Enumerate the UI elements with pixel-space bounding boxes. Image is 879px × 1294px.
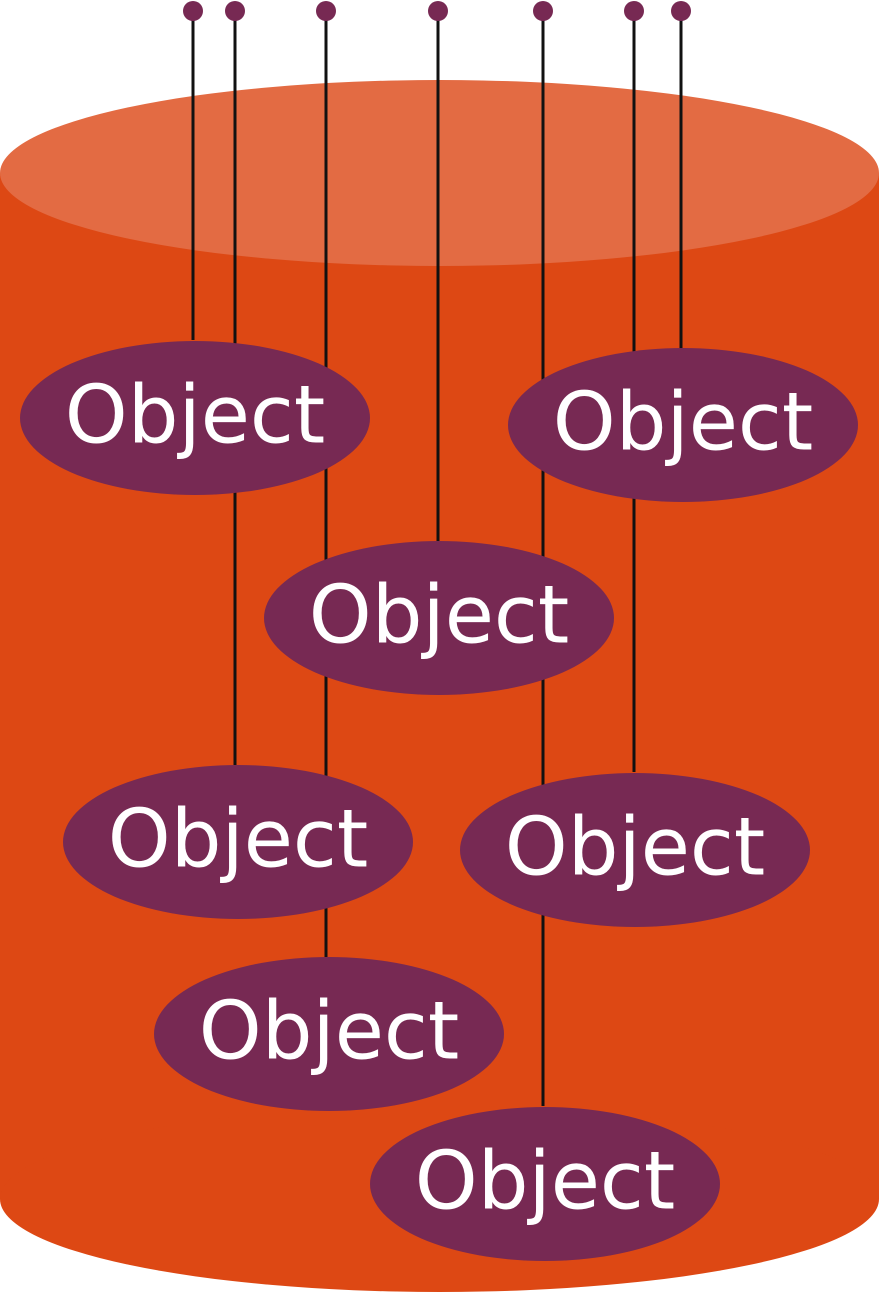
object-node-7-shape — [370, 1107, 720, 1261]
pins — [183, 1, 691, 21]
object-node-6: Object — [154, 957, 504, 1111]
pin-5 — [533, 1, 553, 21]
pin-2 — [225, 1, 245, 21]
object-node-2-label: Object — [553, 376, 814, 469]
object-node-1: Object — [20, 341, 370, 495]
object-node-4-label: Object — [108, 793, 369, 886]
object-node-4-shape — [63, 765, 413, 919]
pin-4 — [428, 1, 448, 21]
pin-3 — [316, 1, 336, 21]
object-node-6-label: Object — [199, 985, 460, 1078]
object-node-4: Object — [63, 765, 413, 919]
object-node-7: Object — [370, 1107, 720, 1261]
object-node-1-label: Object — [65, 369, 326, 462]
object-node-6-shape — [154, 957, 504, 1111]
object-node-3: Object — [264, 541, 614, 695]
object-node-5-shape — [460, 773, 810, 927]
object-node-2-shape — [508, 348, 858, 502]
object-node-7-label: Object — [415, 1135, 676, 1228]
object-node-2: Object — [508, 348, 858, 502]
object-node-5: Object — [460, 773, 810, 927]
pin-7 — [671, 1, 691, 21]
pin-6 — [624, 1, 644, 21]
object-node-3-label: Object — [309, 569, 570, 662]
object-node-3-shape — [264, 541, 614, 695]
object-node-5-label: Object — [505, 801, 766, 894]
object-node-1-shape — [20, 341, 370, 495]
pin-1 — [183, 1, 203, 21]
